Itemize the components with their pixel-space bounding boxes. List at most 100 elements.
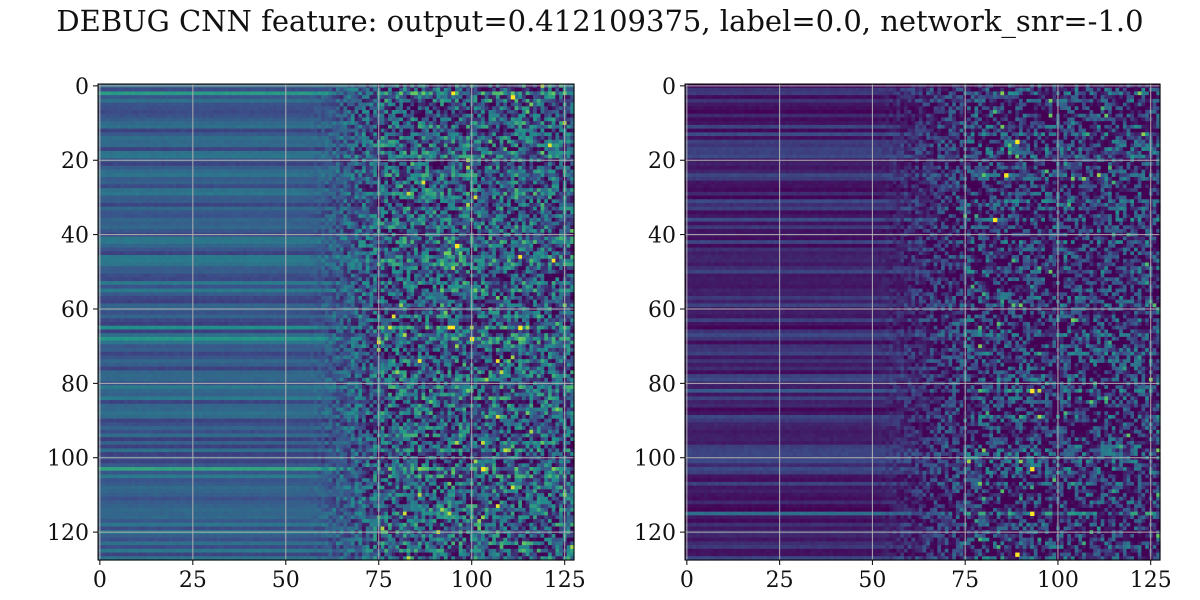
heatmap-cell bbox=[276, 147, 281, 152]
heatmap-cell bbox=[473, 169, 478, 174]
heatmap-cell bbox=[369, 102, 374, 107]
heatmap-cell bbox=[410, 106, 415, 111]
heatmap-cell bbox=[198, 87, 203, 93]
heatmap-cell bbox=[503, 210, 508, 215]
heatmap-cell bbox=[499, 106, 504, 111]
heatmap-cell bbox=[544, 143, 549, 148]
heatmap-cell bbox=[105, 176, 110, 182]
heatmap-cell bbox=[533, 110, 538, 115]
heatmap-cell bbox=[536, 102, 542, 107]
heatmap-cell bbox=[514, 199, 519, 204]
heatmap-cell bbox=[124, 217, 129, 223]
heatmap-cell bbox=[302, 106, 307, 111]
heatmap-cell bbox=[124, 128, 129, 133]
heatmap-cell bbox=[547, 106, 553, 111]
heatmap-cell bbox=[373, 162, 378, 167]
heatmap-cell bbox=[484, 162, 490, 167]
heatmap-cell bbox=[447, 143, 452, 148]
heatmap-cell bbox=[220, 169, 226, 174]
heatmap-cell bbox=[153, 91, 159, 96]
heatmap-cell bbox=[518, 150, 523, 156]
heatmap-cell bbox=[179, 95, 185, 100]
heatmap-cell bbox=[347, 128, 352, 133]
heatmap-cell bbox=[521, 132, 527, 137]
heatmap-cell bbox=[183, 91, 188, 96]
heatmap-cell bbox=[373, 117, 378, 122]
heatmap-cell bbox=[414, 139, 419, 145]
heatmap-cell bbox=[362, 199, 367, 204]
heatmap-cell bbox=[350, 199, 356, 204]
heatmap-cell bbox=[343, 124, 348, 130]
heatmap-cell bbox=[179, 173, 185, 178]
heatmap-cell bbox=[455, 195, 460, 200]
heatmap-cell bbox=[451, 173, 456, 178]
heatmap-cell bbox=[343, 128, 348, 133]
heatmap-cell bbox=[291, 180, 296, 186]
heatmap-cell bbox=[112, 98, 118, 104]
heatmap-cell bbox=[243, 110, 248, 115]
heatmap-cell bbox=[540, 214, 545, 219]
heatmap-cell bbox=[246, 221, 252, 226]
heatmap-cell bbox=[521, 98, 527, 104]
heatmap-cell bbox=[488, 124, 493, 130]
heatmap-cell bbox=[380, 98, 385, 104]
heatmap-cell bbox=[179, 113, 185, 119]
heatmap-cell bbox=[395, 128, 400, 133]
heatmap-cell bbox=[484, 210, 490, 215]
heatmap-cell bbox=[101, 188, 107, 193]
heatmap-cell bbox=[484, 217, 490, 223]
heatmap-cell bbox=[280, 139, 285, 145]
heatmap-cell bbox=[473, 180, 478, 186]
heatmap-cell bbox=[499, 136, 504, 141]
heatmap-cell bbox=[533, 165, 538, 171]
heatmap-cell bbox=[254, 154, 259, 159]
heatmap-cell bbox=[187, 113, 192, 119]
heatmap-cell bbox=[484, 128, 490, 133]
heatmap-cell bbox=[417, 217, 423, 223]
heatmap-cell bbox=[287, 139, 292, 145]
heatmap-cell bbox=[395, 210, 400, 215]
heatmap-cell bbox=[187, 117, 192, 122]
heatmap-cell bbox=[328, 203, 333, 208]
heatmap-cell bbox=[127, 147, 133, 152]
heatmap-cell bbox=[246, 110, 252, 115]
heatmap-cell bbox=[235, 188, 240, 193]
heatmap-cell bbox=[350, 117, 356, 122]
heatmap-cell bbox=[332, 98, 337, 104]
heatmap-cell bbox=[321, 225, 326, 230]
heatmap-cell bbox=[317, 217, 322, 223]
heatmap-cell bbox=[440, 195, 445, 200]
heatmap-cell bbox=[514, 221, 519, 226]
heatmap-cell bbox=[243, 117, 248, 122]
heatmap-cell bbox=[451, 154, 456, 159]
heatmap-cell bbox=[168, 162, 173, 167]
heatmap-cell bbox=[257, 180, 263, 186]
heatmap-cell bbox=[555, 143, 560, 148]
heatmap-cell bbox=[540, 191, 545, 197]
heatmap-cell bbox=[116, 132, 121, 137]
heatmap-cell bbox=[124, 98, 129, 104]
heatmap-cell bbox=[142, 102, 147, 107]
heatmap-cell bbox=[153, 95, 159, 100]
heatmap-cell bbox=[120, 214, 125, 219]
heatmap-cell bbox=[324, 221, 330, 226]
heatmap-cell bbox=[239, 221, 244, 226]
heatmap-cell bbox=[176, 102, 181, 107]
heatmap-cell bbox=[336, 195, 341, 200]
heatmap-cell bbox=[533, 203, 538, 208]
heatmap-cell bbox=[570, 210, 575, 215]
heatmap-cell bbox=[525, 147, 530, 152]
heatmap-cell bbox=[280, 98, 285, 104]
heatmap-cell bbox=[138, 184, 144, 189]
heatmap-cell bbox=[231, 102, 237, 107]
heatmap-cell bbox=[395, 124, 400, 130]
heatmap-cell bbox=[339, 184, 345, 189]
heatmap-cell bbox=[395, 139, 400, 145]
heatmap-cell bbox=[142, 206, 147, 212]
heatmap-cell bbox=[536, 210, 542, 215]
heatmap-cell bbox=[566, 102, 571, 107]
heatmap-cell bbox=[547, 176, 553, 182]
heatmap-cell bbox=[164, 113, 170, 119]
heatmap-cell bbox=[395, 173, 400, 178]
heatmap-cell bbox=[436, 87, 441, 93]
